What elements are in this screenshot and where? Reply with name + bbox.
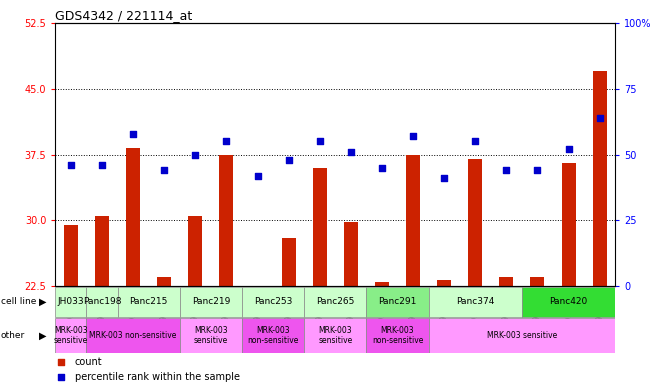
Text: ▶: ▶: [39, 297, 47, 307]
Point: [377, 165, 387, 171]
Bar: [428, 287, 522, 317]
Bar: [437, 280, 451, 286]
Bar: [157, 277, 171, 286]
Point: [66, 162, 76, 168]
Bar: [55, 318, 87, 353]
Bar: [367, 318, 428, 353]
Bar: [304, 318, 367, 353]
Point: [128, 131, 138, 137]
Point: [470, 138, 480, 144]
Point: [97, 162, 107, 168]
Point: [253, 172, 263, 179]
Bar: [304, 287, 367, 317]
Bar: [64, 225, 78, 286]
Point: [346, 149, 356, 155]
Bar: [180, 318, 242, 353]
Bar: [180, 287, 242, 317]
Text: cell line: cell line: [1, 297, 36, 306]
Text: Panc198: Panc198: [83, 297, 121, 306]
Bar: [126, 149, 140, 286]
Bar: [87, 287, 118, 317]
Point: [533, 167, 543, 174]
Bar: [344, 222, 358, 286]
Bar: [312, 168, 327, 286]
Bar: [406, 155, 420, 286]
Bar: [592, 71, 607, 286]
Text: other: other: [1, 331, 25, 340]
Point: [439, 175, 449, 181]
Point: [408, 133, 418, 139]
Bar: [87, 318, 180, 353]
Text: MRK-003
non-sensitive: MRK-003 non-sensitive: [372, 326, 423, 345]
Bar: [118, 287, 180, 317]
Bar: [367, 287, 428, 317]
Bar: [188, 216, 202, 286]
Text: JH033: JH033: [57, 297, 84, 306]
Bar: [428, 318, 615, 353]
Point: [56, 359, 66, 365]
Text: percentile rank within the sample: percentile rank within the sample: [75, 372, 240, 382]
Text: MRK-003
sensitive: MRK-003 sensitive: [194, 326, 228, 345]
Text: Panc253: Panc253: [254, 297, 292, 306]
Bar: [219, 155, 234, 286]
Point: [283, 157, 294, 163]
Bar: [282, 238, 296, 286]
Bar: [95, 216, 109, 286]
Bar: [242, 318, 304, 353]
Text: count: count: [75, 357, 103, 367]
Text: MRK-003
sensitive: MRK-003 sensitive: [54, 326, 88, 345]
Point: [56, 374, 66, 380]
Text: MRK-003 sensitive: MRK-003 sensitive: [487, 331, 557, 340]
Point: [563, 146, 574, 152]
Bar: [562, 163, 575, 286]
Point: [501, 167, 512, 174]
Bar: [251, 286, 264, 289]
Bar: [242, 287, 304, 317]
Point: [190, 152, 201, 158]
Text: Panc420: Panc420: [549, 297, 588, 306]
Point: [594, 115, 605, 121]
Point: [314, 138, 325, 144]
Text: Panc374: Panc374: [456, 297, 494, 306]
Text: ▶: ▶: [39, 330, 47, 341]
Bar: [468, 159, 482, 286]
Text: GDS4342 / 221114_at: GDS4342 / 221114_at: [55, 9, 193, 22]
Text: MRK-003 non-sensitive: MRK-003 non-sensitive: [89, 331, 177, 340]
Text: Panc291: Panc291: [378, 297, 417, 306]
Bar: [531, 277, 544, 286]
Text: MRK-003
non-sensitive: MRK-003 non-sensitive: [247, 326, 299, 345]
Point: [221, 138, 232, 144]
Text: MRK-003
sensitive: MRK-003 sensitive: [318, 326, 352, 345]
Point: [159, 167, 169, 174]
Bar: [522, 287, 615, 317]
Bar: [55, 287, 87, 317]
Text: Panc215: Panc215: [130, 297, 168, 306]
Text: Panc265: Panc265: [316, 297, 354, 306]
Bar: [499, 277, 514, 286]
Bar: [375, 282, 389, 286]
Text: Panc219: Panc219: [191, 297, 230, 306]
